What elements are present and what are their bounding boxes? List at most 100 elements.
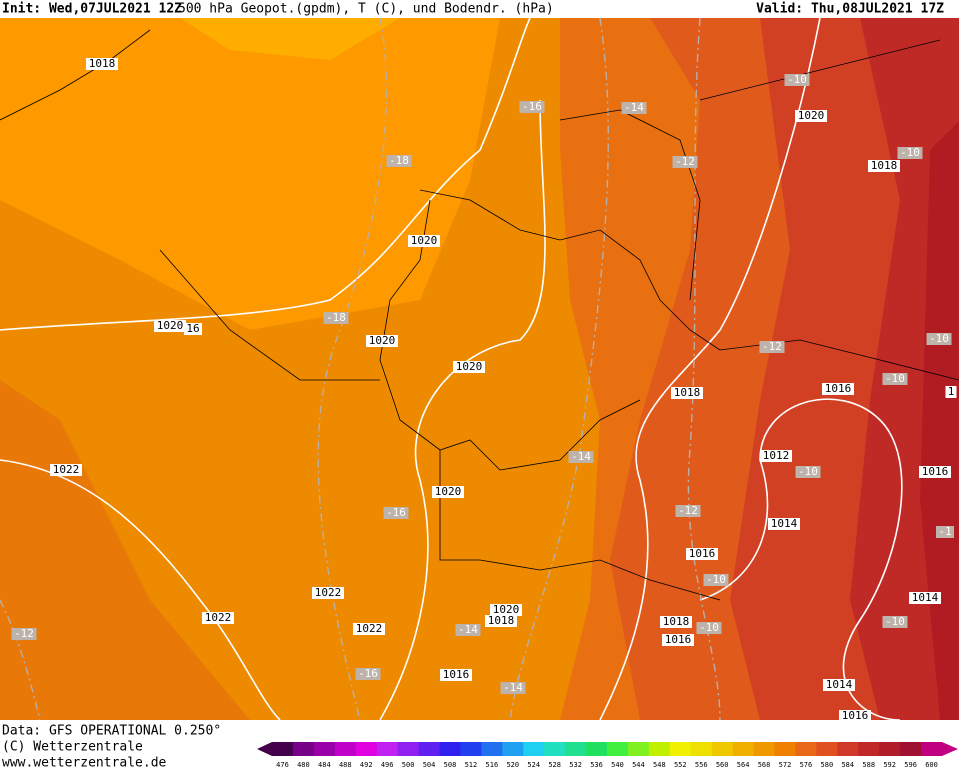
colorbar-label: 544 (632, 761, 645, 769)
pressure-label: 1020 (157, 319, 184, 332)
colorbar-label: 600 (925, 761, 938, 769)
pressure-label-box (768, 518, 800, 530)
temperature-label: -14 (571, 450, 591, 463)
colorbar-label: 592 (883, 761, 896, 769)
isobars (0, 17, 903, 721)
temperature-label: -14 (458, 623, 478, 636)
temperature-label: -10 (885, 372, 905, 385)
pressure-label: 1016 (443, 668, 470, 681)
pressure-label-box (795, 110, 827, 122)
pressure-label: 1016 (922, 465, 949, 478)
temperature-label-box (621, 102, 647, 114)
temperature-label: -1 (938, 525, 951, 538)
colorbar-label: 524 (527, 761, 540, 769)
temperature-label-box (897, 147, 923, 159)
temperature-label-box (882, 373, 908, 385)
pressure-label-box (312, 587, 344, 599)
colorbar-label: 580 (821, 761, 834, 769)
colorbar-swatch (858, 742, 880, 756)
colorbar-swatch (607, 742, 629, 756)
pressure-label: 1020 (493, 603, 520, 616)
pressure-label: 1022 (53, 463, 80, 476)
pressure-label-box (839, 710, 871, 722)
temperature-label-box (926, 333, 952, 345)
colorbar-swatch (502, 742, 524, 756)
website: www.wetterzentrale.de (2, 756, 167, 770)
header-bar (0, 0, 959, 18)
colorbar-label: 560 (716, 761, 729, 769)
isobar (699, 398, 903, 721)
colorbar-swatch (355, 742, 378, 756)
temperature-label-box (455, 624, 481, 636)
border (699, 39, 941, 101)
colorbar-label: 536 (590, 761, 603, 769)
colorbar-label: 500 (402, 761, 415, 769)
temperature-label: -18 (326, 311, 346, 324)
pressure-label-box (822, 383, 854, 395)
colorbar: 476 480 484 488 492 496 500 504 508 512 516 520 524 5… (257, 742, 958, 769)
pressure-label: 1012 (763, 449, 790, 462)
colorbar-swatch (313, 742, 336, 756)
temperature-label: -10 (929, 332, 949, 345)
temperature-label: -12 (675, 155, 695, 168)
colorbar-label: 532 (569, 761, 582, 769)
pressure-label-box (154, 320, 186, 332)
pressure-label-box (453, 361, 485, 373)
temperature-label: -10 (798, 465, 818, 478)
isobar (379, 99, 546, 721)
temperature-label-box (759, 341, 785, 353)
colorbar-arrow-right (942, 742, 958, 756)
temperature-label: -14 (624, 101, 644, 114)
pressure-label-box (660, 616, 692, 628)
pressure-label-box (440, 669, 472, 681)
temperature-label: -16 (522, 100, 542, 113)
pressure-label: 1018 (663, 615, 690, 628)
pressure-label: 1 (948, 385, 955, 398)
colorbar-swatch (669, 742, 692, 756)
temperature-label: -10 (787, 73, 807, 86)
colorbar-label: 596 (904, 761, 917, 769)
border (419, 189, 721, 351)
temperature-label-box (936, 526, 954, 538)
pressure-label: 1018 (674, 386, 701, 399)
pressure-label: 1020 (411, 234, 438, 247)
temperature-label-box (355, 668, 381, 680)
pressure-label: 1016 (689, 547, 716, 560)
temperature-label: -10 (885, 615, 905, 628)
pressure-label: 1016 (665, 633, 692, 646)
temperature-label: -12 (762, 340, 782, 353)
pressure-label: 1022 (315, 586, 342, 599)
temperature-label-box (784, 74, 810, 86)
colorbar-swatch (921, 742, 943, 756)
isobar (599, 17, 821, 721)
border (439, 450, 721, 601)
pressure-label: 1020 (369, 334, 396, 347)
pressure-label: 1016 (825, 382, 852, 395)
border (0, 29, 151, 121)
temperature-label: -12 (14, 627, 34, 640)
pressure-label-box (408, 235, 440, 247)
temperature-label-box (795, 466, 821, 478)
colorbar-label: 492 (360, 761, 373, 769)
temperature-label: -14 (503, 681, 523, 694)
isobar (0, 17, 531, 331)
colorbar-swatch (586, 742, 608, 756)
temperature-label-box (882, 616, 908, 628)
temperature-label-box (696, 622, 722, 634)
region-light (0, 18, 500, 330)
colorbar-label: 508 (444, 761, 457, 769)
pressure-label-box (366, 335, 398, 347)
temperature-label-box (323, 312, 349, 324)
data-source: Data: GFS OPERATIONAL 0.250° (2, 724, 221, 739)
colorbar-label: 516 (486, 761, 499, 769)
pressure-label: 1022 (205, 611, 232, 624)
colorbar-swatch (900, 742, 922, 756)
region-darkest (920, 121, 959, 720)
colorbar-swatch (627, 742, 650, 756)
pressure-label-box (686, 548, 718, 560)
region-lightest (180, 18, 400, 60)
valid-time: Valid: Thu,08JUL2021 17Z (756, 2, 944, 17)
pressure-label: 1018 (89, 57, 116, 70)
